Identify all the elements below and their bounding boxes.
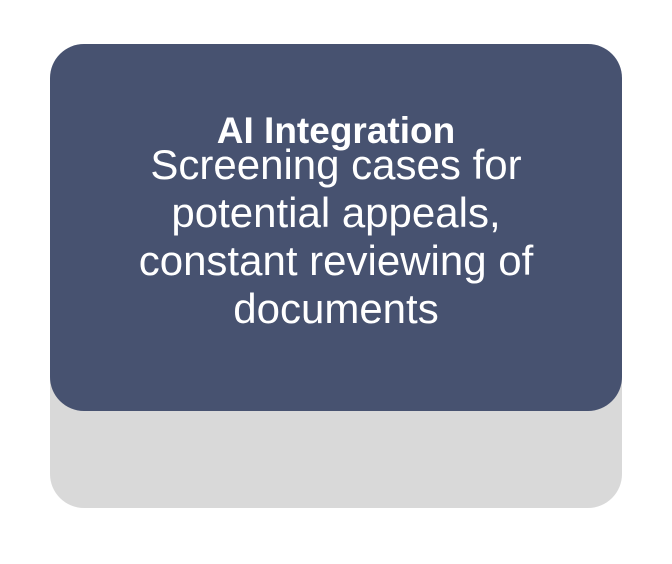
ai-integration-card: AI Integration Screening cases for poten… xyxy=(50,44,622,411)
card-description: Screening cases for potential appeals, c… xyxy=(138,141,534,332)
card-title: AI Integration xyxy=(216,110,456,151)
